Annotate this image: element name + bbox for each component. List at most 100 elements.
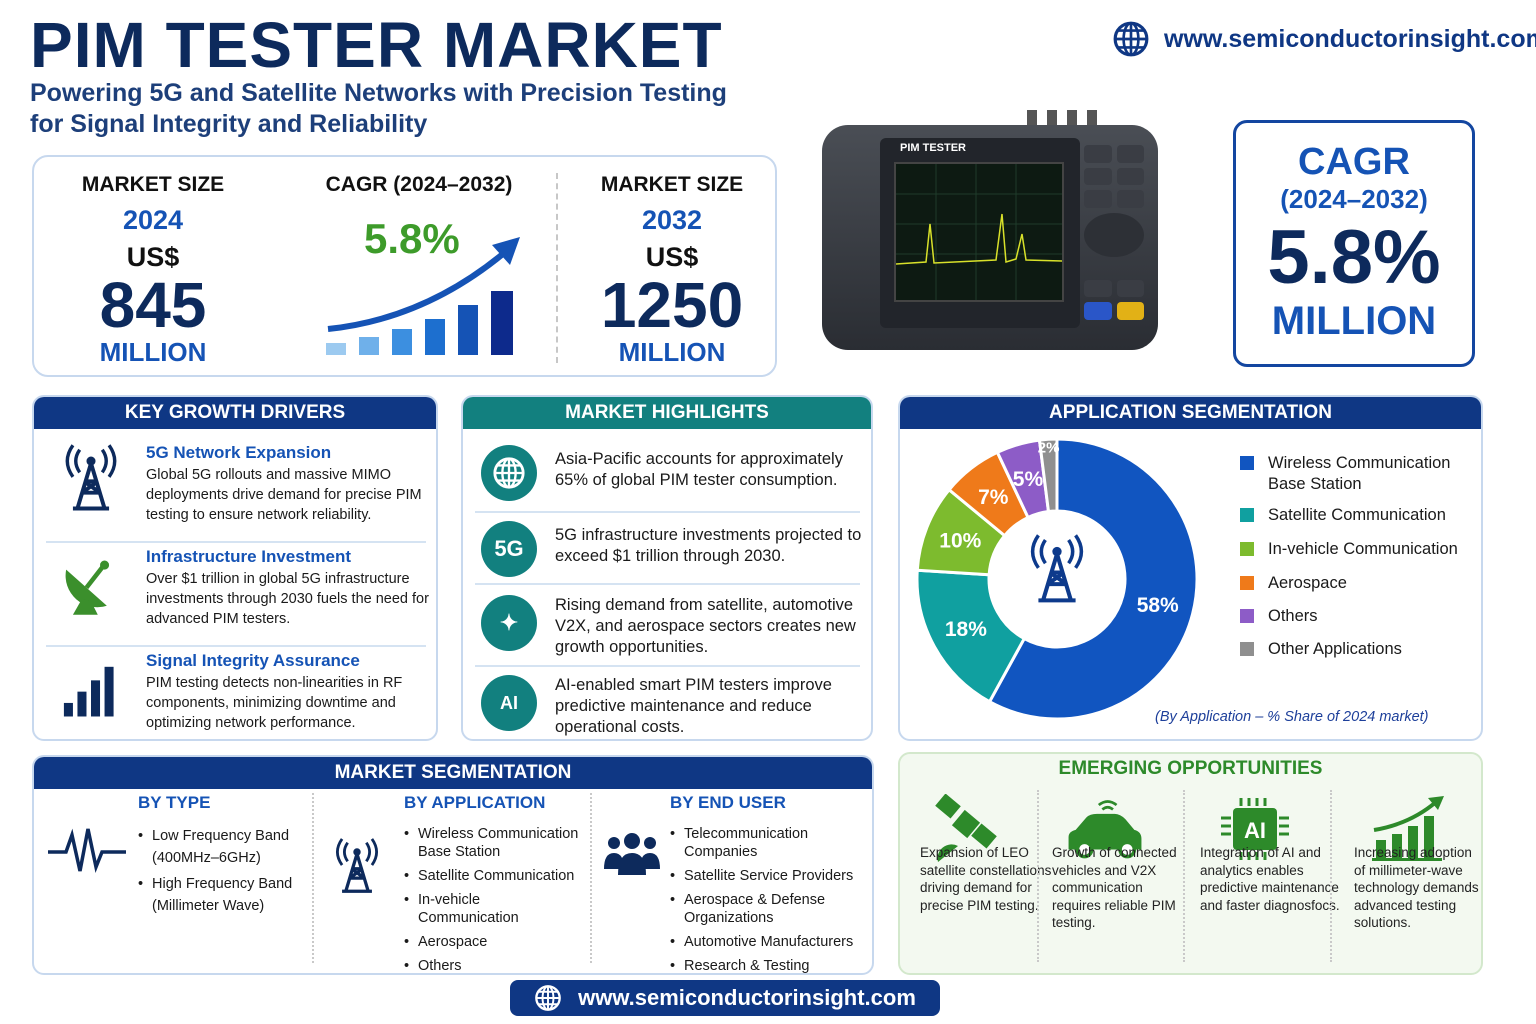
users-icon (604, 833, 660, 875)
highlight-item: AI AI-enabled smart PIM testers improve … (475, 667, 860, 739)
list-item: High Frequency Band (Millimeter Wave) (138, 873, 318, 917)
driver-title: Signal Integrity Assurance (146, 651, 360, 670)
cagr-value: 5.8% (364, 215, 460, 262)
pim-tester-device-image: PIM TESTER (822, 100, 1158, 360)
highlight-text: 5G infrastructure investments projected … (555, 526, 862, 565)
connectors (1027, 110, 1107, 130)
highlight-text: Rising demand from satellite, automotive… (555, 596, 856, 656)
growth-chart-icon (1372, 796, 1444, 861)
opportunity-text: Integration of AI and analytics enables … (1200, 845, 1340, 913)
list-item: Aerospace (404, 933, 584, 951)
column-title: BY APPLICATION (404, 793, 546, 812)
driver-text: PIM testing detects non-linearities in R… (146, 675, 403, 731)
globe-icon (481, 445, 537, 501)
legend-item: Satellite Communication (1240, 505, 1468, 526)
list-item: Wireless Communication Base Station (404, 825, 584, 861)
globe-icon (535, 985, 561, 1011)
divider (556, 173, 558, 363)
list-item: Others (404, 957, 584, 973)
device-keypad (1084, 145, 1144, 320)
legend-label: Satellite Communication (1268, 506, 1446, 524)
ai-chip-icon: AI (1221, 798, 1289, 860)
list-item: Automotive Manufacturers (670, 933, 870, 951)
footer-website-link[interactable]: www.semiconductorinsight.com (510, 980, 940, 1016)
donut-slice (987, 437, 1199, 721)
market-highlights-panel: MARKET HIGHLIGHTS Asia-Pacific accounts … (461, 395, 873, 741)
legend-item: Aerospace (1240, 573, 1468, 594)
label: MARKET SIZE (600, 173, 744, 196)
divider (312, 793, 314, 963)
slice-label: 2% (1038, 439, 1060, 456)
chart-caption: (By Application – % Share of 2024 market… (1155, 709, 1429, 725)
panel-header: EMERGING OPPORTUNITIES (1058, 758, 1323, 779)
by-end-user-column: BY END USER Telecommunication Companies S… (670, 793, 870, 973)
legend-item: In-vehicle Communication (1240, 539, 1468, 560)
driver-item: Signal Integrity Assurance PIM testing d… (46, 651, 426, 739)
donut-slice (1037, 437, 1059, 514)
legend-swatch (1240, 508, 1254, 522)
cagr-label: CAGR (1298, 141, 1410, 183)
value: 845 (99, 269, 207, 341)
legend-label: Other Applications (1268, 640, 1402, 658)
list-item: Telecommunication Companies (670, 825, 870, 861)
connected-car-icon (1068, 800, 1142, 859)
list-item: Research & Testing Laboratories (670, 957, 870, 973)
legend-swatch (1240, 576, 1254, 590)
slice-label: 5% (1013, 468, 1044, 491)
slice-label: 10% (939, 530, 981, 553)
list-item: Satellite Service Providers (670, 867, 870, 885)
satellite-dish-icon (65, 560, 110, 615)
market-segmentation-panel: MARKET SEGMENTATION BY TYPE Low Frequenc… (32, 755, 874, 975)
website-link[interactable]: www.semiconductorinsight.com (1112, 20, 1536, 58)
device-screen (894, 162, 1064, 302)
application-segmentation-panel: APPLICATION SEGMENTATION 58% 18% 10% 7% 5% 2%… (898, 395, 1483, 741)
legend-label: In-vehicle Communication (1268, 540, 1458, 558)
market-size-box: MARKET SIZE 2024 US$ 845 MILLION CAGR (2… (32, 155, 777, 377)
opportunity-text: Increasing adoption of millimeter-wave t… (1354, 845, 1479, 930)
cagr-unit: MILLION (1271, 299, 1437, 343)
divider (590, 793, 592, 963)
website-text: www.semiconductorinsight.com (1164, 24, 1536, 53)
satellite-icon: ✦ (481, 595, 537, 651)
cell-tower-icon (65, 443, 117, 511)
driver-text: Over $1 trillion in global 5G infrastruc… (146, 571, 429, 627)
donut-slice (915, 568, 1027, 704)
slice-label: 7% (978, 486, 1009, 509)
page-subtitle: Powering 5G and Satellite Networks with … (30, 79, 727, 138)
driver-title: 5G Network Expansion (146, 443, 332, 462)
application-donut-chart: 58% 18% 10% 7%5% 2% (915, 437, 1199, 721)
legend-swatch (1240, 456, 1254, 470)
label: CAGR (2024–2032) (325, 173, 513, 196)
cagr-center: CAGR (2024–2032) 5.8% (304, 173, 534, 355)
key-growth-drivers-panel: KEY GROWTH DRIVERS 5G Network Expansion … (32, 395, 438, 741)
highlight-item: 5G 5G infrastructure investments project… (475, 513, 861, 585)
5g-icon: 5G (481, 521, 537, 577)
driver-item: 5G Network Expansion Global 5G rollouts … (46, 443, 426, 543)
legend-swatch (1240, 642, 1254, 656)
highlight-item: Asia-Pacific accounts for approximately … (475, 437, 860, 513)
satellite-icon (935, 794, 997, 862)
footer-website-text: www.semiconductorinsight.com (578, 985, 916, 1010)
opportunity-text: Growth of connected vehicles and V2X com… (1052, 845, 1177, 930)
column-title: BY END USER (670, 793, 786, 812)
legend-item: Others (1240, 606, 1468, 627)
legend-item: Other Applications (1240, 639, 1468, 660)
panel-header: MARKET HIGHLIGHTS (463, 397, 871, 429)
panel-header: APPLICATION SEGMENTATION (900, 397, 1481, 429)
by-application-column: BY APPLICATION Wireless Communication Ba… (404, 793, 584, 973)
panel-header: MARKET SEGMENTATION (34, 757, 872, 789)
driver-item: Infrastructure Investment Over $1 trilli… (46, 547, 429, 647)
legend-label: Others (1268, 607, 1318, 625)
value: 1250 (600, 269, 744, 341)
market-size-2024: MARKET SIZE 2024 US$ 845 MILLION (38, 173, 268, 368)
globe-icon (1113, 21, 1149, 57)
by-type-column: BY TYPE Low Frequency Band (400MHz–6GHz)… (138, 793, 318, 923)
list-item: Low Frequency Band (400MHz–6GHz) (138, 825, 318, 869)
highlight-item: ✦ Rising demand from satellite, automoti… (475, 585, 860, 667)
cell-tower-icon (335, 837, 379, 893)
device-label: PIM TESTER (900, 142, 967, 154)
cagr-period: (2024–2032) (1280, 184, 1428, 214)
cagr-value: 5.8% (1267, 215, 1441, 300)
page-title: PIM TESTER MARKET (30, 9, 723, 81)
divider (1183, 790, 1185, 962)
